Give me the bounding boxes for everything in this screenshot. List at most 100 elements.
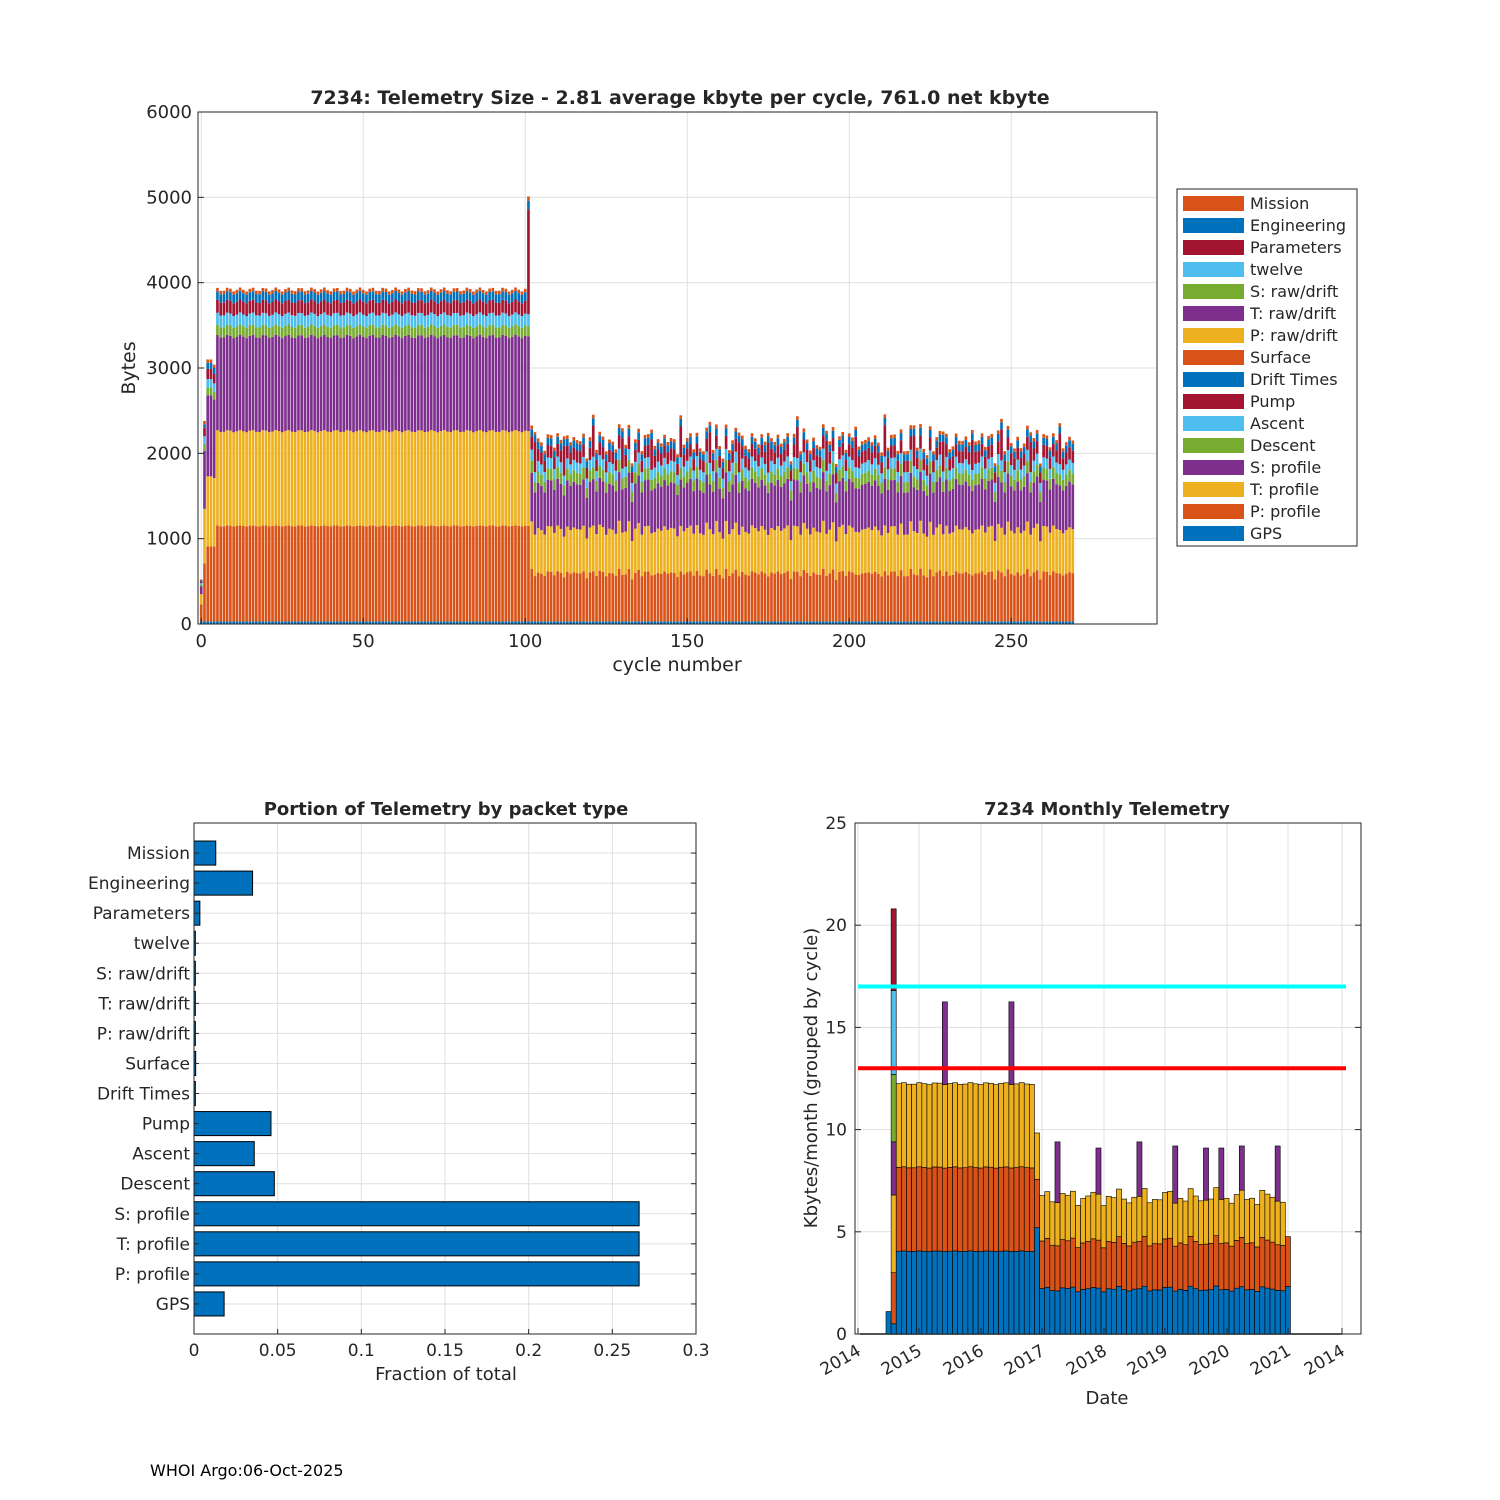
top-bar-segment — [481, 526, 485, 622]
top-bar-segment — [203, 508, 206, 564]
top-bar-segment — [462, 526, 465, 622]
top-bar-segment — [420, 430, 423, 526]
top-bar-segment — [650, 469, 653, 480]
top-bar-segment — [812, 460, 815, 471]
top-bar-segment — [970, 479, 974, 491]
top-bar-segment — [290, 337, 294, 432]
top-bar-segment — [543, 576, 546, 622]
br-bar-segment — [982, 1082, 989, 1168]
top-bar-segment — [659, 486, 663, 531]
top-bar-segment — [776, 438, 780, 446]
top-bar-segment — [954, 525, 958, 572]
top-bar-segment — [300, 325, 304, 336]
br-bar-segment — [1223, 1242, 1230, 1290]
top-bar-segment — [945, 571, 948, 622]
top-bar-segment — [465, 525, 469, 622]
top-bar-segment — [809, 471, 812, 482]
top-bar-segment — [446, 526, 449, 622]
top-bar-segment — [514, 312, 517, 325]
top-bar-segment — [948, 621, 951, 624]
top-bar-segment — [750, 571, 754, 622]
top-bar-segment — [711, 450, 715, 454]
top-bar-segment — [199, 604, 203, 622]
top-bar-segment — [844, 491, 848, 535]
top-bar-segment — [478, 525, 482, 622]
top-bar-segment — [355, 289, 359, 294]
top-bar-segment — [381, 312, 385, 325]
bl-bar — [193, 1111, 272, 1137]
top-bar-segment — [1000, 422, 1003, 430]
top-bar-segment — [718, 574, 721, 622]
top-bar-segment — [857, 489, 861, 533]
top-bar-segment — [1032, 482, 1036, 528]
top-bar-segment — [465, 287, 469, 292]
top-bar-segment — [319, 621, 323, 624]
top-bar-segment — [410, 315, 414, 328]
top-bar-segment — [562, 536, 566, 578]
top-bar-segment — [566, 458, 569, 470]
top-bar-segment — [595, 459, 598, 472]
top-bar-segment — [264, 325, 268, 336]
top-bar-segment — [993, 472, 997, 483]
top-bar-segment — [329, 621, 333, 624]
top-bar-segment — [543, 534, 546, 577]
top-bar-segment — [831, 522, 835, 570]
top-bar-segment — [1048, 457, 1052, 469]
top-bar-segment — [783, 528, 786, 573]
top-bar-segment — [740, 458, 744, 470]
br-bar-segment — [1218, 1147, 1225, 1200]
top-bar-segment — [248, 300, 252, 314]
top-bar-segment — [740, 571, 744, 622]
top-bar-segment — [679, 426, 683, 458]
top-bar-segment — [378, 337, 381, 432]
top-bar-segment — [585, 487, 589, 499]
top-bar-segment — [1071, 529, 1075, 574]
top-bar-segment — [834, 502, 838, 542]
top-bar-segment — [251, 287, 255, 292]
top-bar-segment — [718, 477, 721, 489]
br-bar-segment — [1100, 1247, 1107, 1293]
top-bar-segment — [779, 443, 783, 447]
legend-swatch — [1183, 328, 1244, 343]
top-bar-segment — [747, 480, 751, 491]
top-bar-segment — [475, 336, 478, 432]
top-bar-segment — [854, 426, 858, 430]
top-bar-segment — [604, 461, 608, 473]
br-x-tick-label: 2018 — [1063, 1341, 1110, 1380]
top-bar-segment — [685, 460, 689, 472]
top-bar-segment — [1058, 485, 1062, 530]
top-bar-segment — [365, 294, 368, 304]
top-bar-segment — [235, 525, 239, 622]
top-bar-segment — [980, 444, 984, 457]
top-bar-segment — [342, 431, 346, 527]
top-bar-segment — [763, 463, 767, 475]
top-bar-segment — [572, 437, 576, 441]
top-bar-segment — [332, 325, 336, 336]
top-bar-segment — [475, 301, 478, 315]
top-bar-segment — [634, 483, 637, 529]
top-bar-segment — [277, 431, 281, 526]
top-bar-segment — [371, 312, 375, 325]
top-bar-segment — [543, 450, 546, 455]
top-bar-segment — [935, 470, 939, 482]
top-bar-segment — [809, 621, 812, 624]
br-bar-segment — [1172, 1245, 1179, 1292]
top-bar-segment — [608, 572, 611, 622]
top-bar-segment — [789, 481, 793, 491]
top-bar-segment — [433, 336, 436, 432]
br-x-tick-label: 2021 — [1247, 1341, 1294, 1380]
br-bar-segment — [1110, 1197, 1117, 1243]
top-bar-segment — [831, 569, 835, 622]
top-bar-segment — [922, 448, 926, 453]
top-bar-segment — [475, 326, 478, 337]
top-bar-segment — [507, 526, 511, 622]
top-bar-segment — [410, 526, 414, 622]
top-bar-segment — [520, 291, 524, 295]
top-bar-segment — [773, 441, 777, 446]
top-bar-segment — [209, 359, 213, 363]
top-bar-segment — [310, 621, 313, 624]
top-bar-segment — [925, 475, 929, 486]
top-bar-segment — [747, 458, 751, 471]
top-bar-segment — [799, 621, 802, 624]
